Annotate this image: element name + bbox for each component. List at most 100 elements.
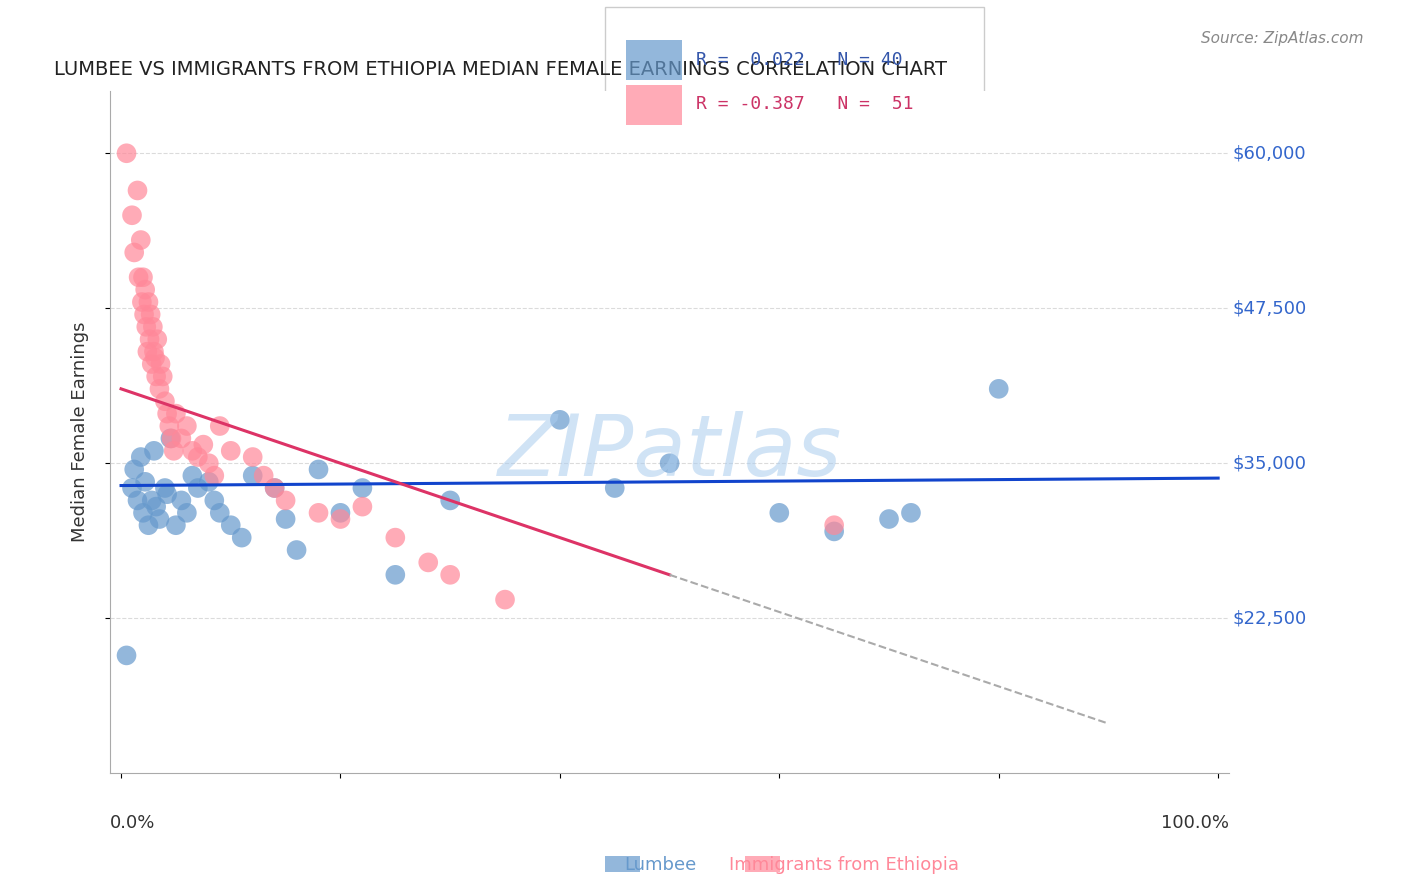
Point bbox=[329, 512, 352, 526]
Point bbox=[187, 481, 209, 495]
Point bbox=[138, 332, 160, 346]
Text: $47,500: $47,500 bbox=[1233, 299, 1306, 318]
Point bbox=[148, 382, 170, 396]
Point bbox=[138, 295, 160, 310]
Point bbox=[136, 344, 159, 359]
Point bbox=[170, 493, 193, 508]
Point bbox=[193, 437, 215, 451]
Point bbox=[128, 270, 150, 285]
Point bbox=[181, 443, 204, 458]
Point bbox=[352, 500, 374, 514]
Point bbox=[141, 493, 163, 508]
Point bbox=[160, 432, 183, 446]
Text: LUMBEE VS IMMIGRANTS FROM ETHIOPIA MEDIAN FEMALE EARNINGS CORRELATION CHART: LUMBEE VS IMMIGRANTS FROM ETHIOPIA MEDIA… bbox=[53, 60, 948, 78]
Point bbox=[121, 481, 143, 495]
Point bbox=[165, 407, 187, 421]
Point bbox=[494, 592, 516, 607]
Text: R =  0.022   N = 40: R = 0.022 N = 40 bbox=[696, 51, 903, 69]
Point bbox=[418, 556, 440, 570]
Point bbox=[242, 450, 264, 464]
Point bbox=[187, 450, 209, 464]
Point bbox=[603, 481, 626, 495]
Point bbox=[121, 208, 143, 222]
Point bbox=[823, 524, 845, 539]
Point bbox=[263, 481, 285, 495]
Point bbox=[176, 419, 198, 434]
Point bbox=[127, 184, 149, 198]
Text: R = -0.387   N =  51: R = -0.387 N = 51 bbox=[696, 95, 914, 113]
Point bbox=[384, 567, 406, 582]
Point bbox=[135, 319, 157, 334]
Text: $60,000: $60,000 bbox=[1233, 145, 1306, 162]
Text: Lumbee: Lumbee bbox=[624, 856, 697, 874]
Text: Source: ZipAtlas.com: Source: ZipAtlas.com bbox=[1201, 31, 1364, 46]
Point bbox=[142, 319, 165, 334]
Text: Immigrants from Ethiopia: Immigrants from Ethiopia bbox=[728, 856, 959, 874]
Point bbox=[308, 506, 330, 520]
Point bbox=[141, 357, 163, 371]
Y-axis label: Median Female Earnings: Median Female Earnings bbox=[72, 322, 89, 542]
Point bbox=[900, 506, 922, 520]
Point bbox=[170, 432, 193, 446]
Point bbox=[285, 543, 308, 558]
Point bbox=[768, 506, 790, 520]
Text: ZIPatlas: ZIPatlas bbox=[498, 411, 842, 494]
Text: 0.0%: 0.0% bbox=[110, 814, 156, 832]
Point bbox=[132, 270, 155, 285]
Point bbox=[176, 506, 198, 520]
Point bbox=[439, 493, 461, 508]
Point bbox=[208, 506, 231, 520]
Point bbox=[352, 481, 374, 495]
Point bbox=[548, 413, 571, 427]
Point bbox=[274, 512, 297, 526]
Point bbox=[145, 500, 167, 514]
Point bbox=[132, 308, 155, 322]
Point bbox=[823, 518, 845, 533]
Point bbox=[181, 468, 204, 483]
Point bbox=[129, 450, 152, 464]
Point bbox=[132, 506, 155, 520]
Point bbox=[131, 295, 153, 310]
Point bbox=[231, 531, 253, 545]
Point bbox=[877, 512, 900, 526]
Point bbox=[202, 493, 225, 508]
Point bbox=[658, 456, 681, 470]
Point bbox=[143, 351, 166, 365]
Point bbox=[274, 493, 297, 508]
Point bbox=[139, 308, 162, 322]
Point bbox=[115, 648, 138, 663]
Point bbox=[156, 487, 179, 501]
Point bbox=[308, 462, 330, 476]
Point bbox=[115, 146, 138, 161]
Point bbox=[153, 481, 176, 495]
Point bbox=[208, 419, 231, 434]
Point bbox=[202, 468, 225, 483]
Point bbox=[127, 493, 149, 508]
Point bbox=[153, 394, 176, 409]
Point bbox=[143, 344, 166, 359]
Text: 100.0%: 100.0% bbox=[1161, 814, 1229, 832]
Point bbox=[159, 432, 181, 446]
Point bbox=[263, 481, 285, 495]
Point bbox=[329, 506, 352, 520]
Point bbox=[198, 475, 221, 489]
Point bbox=[145, 369, 167, 384]
Point bbox=[122, 245, 145, 260]
Point bbox=[134, 283, 156, 297]
Point bbox=[219, 518, 242, 533]
Point bbox=[253, 468, 276, 483]
Point bbox=[439, 567, 461, 582]
Point bbox=[242, 468, 264, 483]
Point bbox=[148, 512, 170, 526]
Point bbox=[146, 332, 169, 346]
Point bbox=[143, 443, 166, 458]
Point bbox=[987, 382, 1010, 396]
Point bbox=[134, 475, 156, 489]
Text: $22,500: $22,500 bbox=[1233, 609, 1306, 627]
Point bbox=[198, 456, 221, 470]
Point bbox=[149, 357, 172, 371]
Point bbox=[129, 233, 152, 247]
Text: $35,000: $35,000 bbox=[1233, 454, 1306, 472]
Point bbox=[156, 407, 179, 421]
Point bbox=[122, 462, 145, 476]
